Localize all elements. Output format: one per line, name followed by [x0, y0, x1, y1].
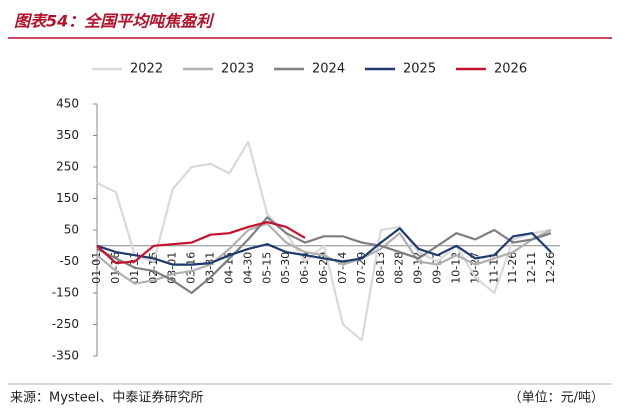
- series-line: [96, 216, 552, 295]
- x-tick-label: 12-26: [544, 252, 557, 284]
- y-tick-label: -250: [52, 317, 79, 331]
- x-tick-label: 12-11: [525, 252, 538, 284]
- legend-label: 2022: [130, 62, 163, 77]
- y-tick-label: 150: [56, 191, 79, 205]
- unit-note: （单位：元/吨）: [509, 391, 604, 406]
- y-tick-label: -50: [59, 254, 79, 268]
- x-tick-label: 08-13: [374, 252, 387, 284]
- series-line: [96, 227, 552, 266]
- chart-title: 图表54：全国平均吨焦盈利: [14, 12, 215, 31]
- legend-label: 2023: [221, 62, 254, 77]
- x-tick-label: 11-26: [506, 252, 519, 284]
- x-tick-label: 07-14: [336, 252, 349, 284]
- x-tick-label: 10-27: [468, 252, 481, 284]
- x-tick-label: 08-28: [393, 252, 406, 284]
- y-tick-label: 350: [56, 128, 79, 142]
- x-tick-label: 10-12: [449, 252, 462, 284]
- series-line: [96, 222, 552, 285]
- x-tick-label: 01-01: [90, 252, 103, 284]
- legend-label: 2026: [494, 62, 527, 77]
- legend-label: 2025: [403, 62, 436, 77]
- y-tick-label: -150: [52, 286, 79, 300]
- y-tick-label: 50: [64, 223, 79, 237]
- x-tick-label: 09-12: [412, 252, 425, 284]
- x-tick-label: 04-30: [241, 252, 254, 284]
- source: 来源：Mysteel、中泰证券研究所: [10, 390, 203, 406]
- series-line: [96, 140, 552, 342]
- x-tick-label: 04-15: [222, 252, 235, 284]
- x-tick-label: 09-27: [431, 252, 444, 284]
- x-tick-label: 05-30: [279, 252, 292, 284]
- x-tick-label: 05-15: [260, 252, 273, 284]
- y-tick-label: 450: [56, 97, 79, 111]
- y-tick-label: -350: [52, 349, 79, 363]
- legend-label: 2024: [312, 62, 345, 77]
- x-tick-label: 03-16: [185, 252, 198, 284]
- y-tick-label: 250: [56, 160, 79, 174]
- series-line: [96, 221, 306, 265]
